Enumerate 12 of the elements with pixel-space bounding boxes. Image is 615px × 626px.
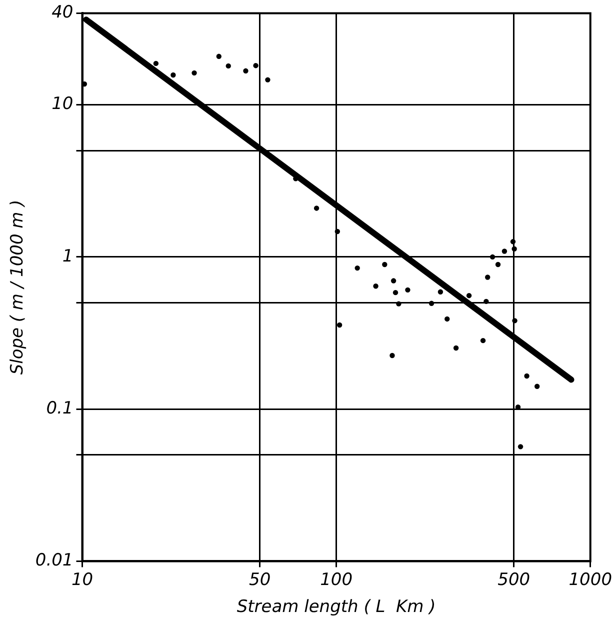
x-tick-label: 10	[71, 570, 94, 590]
y-axis-title: Slope ( m / 1000 m )	[8, 200, 28, 375]
y-tick-label: 0.01	[35, 550, 74, 571]
y-tick-label: 40	[52, 2, 74, 23]
x-axis-title: Stream length ( L Km )	[236, 597, 436, 618]
x-tick-label: 100	[320, 570, 353, 590]
y-tick-label: 0.1	[46, 398, 74, 418]
x-tick-label: 50	[249, 570, 271, 590]
y-tick-label: 1	[62, 246, 74, 266]
x-tick-label: 1000	[568, 570, 612, 590]
x-tick-label: 500	[498, 570, 530, 590]
y-tick-label: 10	[52, 94, 74, 114]
